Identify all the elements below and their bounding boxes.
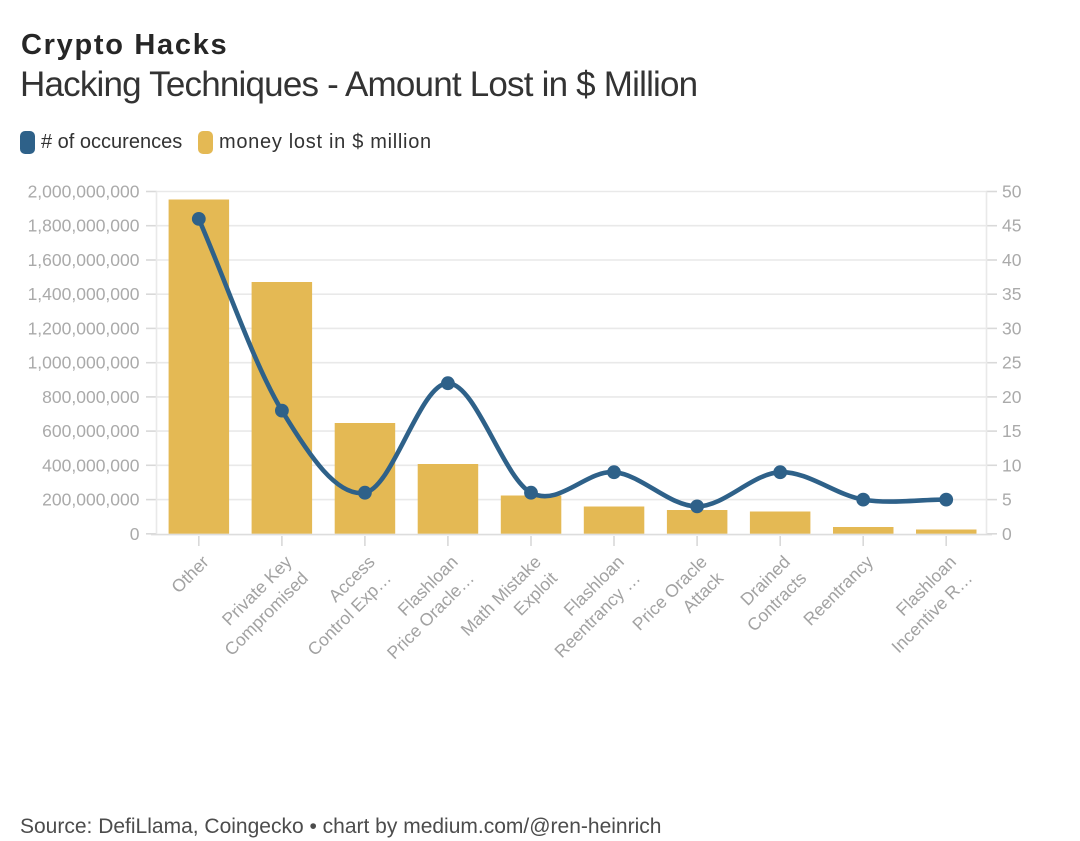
svg-text:0: 0 xyxy=(130,524,140,544)
svg-text:1,600,000,000: 1,600,000,000 xyxy=(28,250,140,270)
svg-text:600,000,000: 600,000,000 xyxy=(42,421,140,441)
svg-text:2,000,000,000: 2,000,000,000 xyxy=(28,182,140,202)
svg-text:Math MistakeExploit: Math MistakeExploit xyxy=(457,552,561,656)
svg-text:15: 15 xyxy=(1002,421,1021,441)
svg-text:FlashloanPrice Oracle…: FlashloanPrice Oracle… xyxy=(367,552,478,663)
svg-text:400,000,000: 400,000,000 xyxy=(42,455,140,475)
svg-text:Reentrancy: Reentrancy xyxy=(799,552,877,630)
svg-text:AccessControl Exp…: AccessControl Exp… xyxy=(287,552,395,660)
svg-text:1,200,000,000: 1,200,000,000 xyxy=(28,318,140,338)
svg-text:20: 20 xyxy=(1002,387,1022,407)
svg-text:Other: Other xyxy=(167,552,212,597)
svg-text:35: 35 xyxy=(1002,284,1021,304)
svg-text:1,000,000,000: 1,000,000,000 xyxy=(28,353,140,373)
svg-text:50: 50 xyxy=(1002,182,1022,202)
svg-text:25: 25 xyxy=(1002,353,1021,373)
svg-text:800,000,000: 800,000,000 xyxy=(42,387,140,407)
svg-text:40: 40 xyxy=(1002,250,1022,270)
svg-text:10: 10 xyxy=(1002,455,1022,475)
svg-text:1,400,000,000: 1,400,000,000 xyxy=(28,284,140,304)
svg-text:0: 0 xyxy=(1002,524,1012,544)
svg-text:5: 5 xyxy=(1002,490,1012,510)
svg-text:1,800,000,000: 1,800,000,000 xyxy=(28,216,140,236)
svg-text:FlashloanReentrancy …: FlashloanReentrancy … xyxy=(534,552,644,662)
svg-text:FlashloanIncentive R…: FlashloanIncentive R… xyxy=(871,552,976,657)
svg-text:30: 30 xyxy=(1002,318,1022,338)
svg-text:45: 45 xyxy=(1002,216,1021,236)
svg-text:200,000,000: 200,000,000 xyxy=(42,490,140,510)
svg-text:Price OracleAttack: Price OracleAttack xyxy=(628,552,727,651)
svg-text:Private KeyCompromised: Private KeyCompromised xyxy=(204,552,312,660)
svg-text:DrainedContracts: DrainedContracts xyxy=(727,552,811,636)
